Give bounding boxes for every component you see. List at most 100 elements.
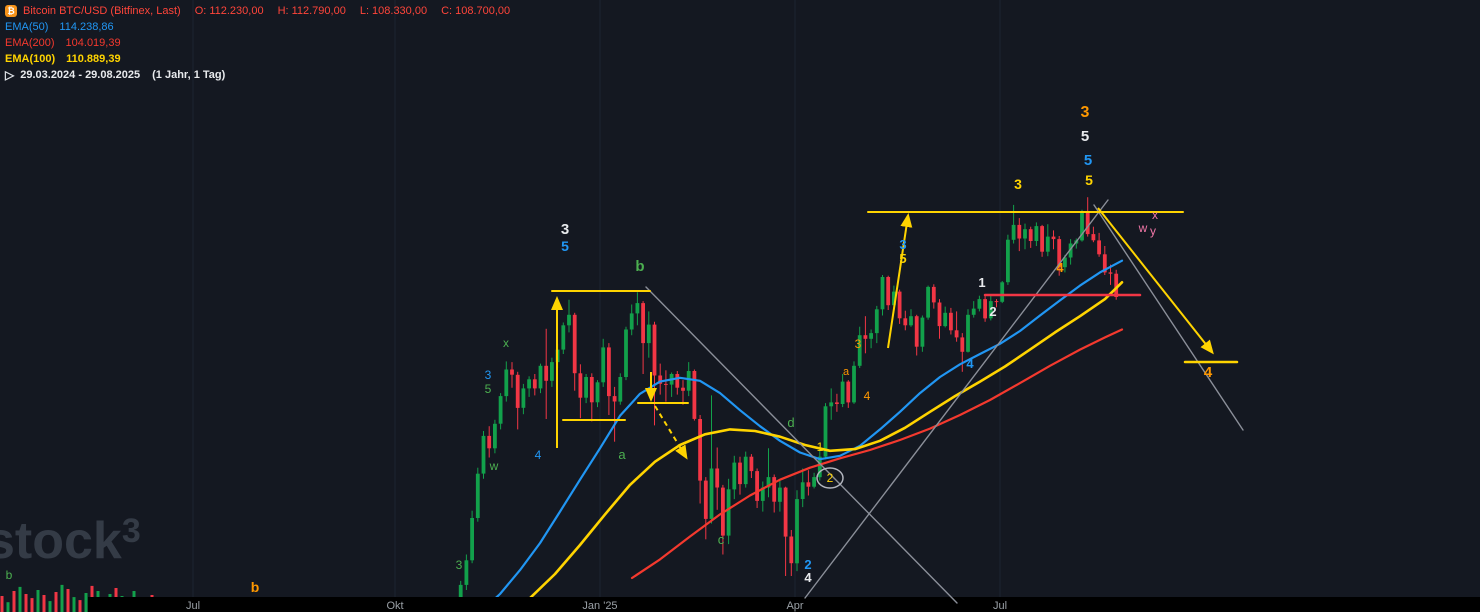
candle-body xyxy=(635,303,640,314)
x-axis-label[interactable]: Jul xyxy=(186,600,200,612)
wave-label[interactable]: 5 xyxy=(485,382,492,396)
candle-body xyxy=(607,347,611,397)
candle-body xyxy=(458,584,463,597)
candle-body xyxy=(538,365,543,389)
ema50-line[interactable] xyxy=(480,259,1124,612)
wave-label[interactable]: 4 xyxy=(966,356,974,371)
candle-body xyxy=(823,406,828,457)
time-axis[interactable] xyxy=(88,597,1480,612)
candle-body xyxy=(783,487,788,537)
x-axis-label[interactable]: Okt xyxy=(386,600,403,612)
candle-body xyxy=(892,291,896,306)
x-axis-label[interactable]: Jul xyxy=(993,600,1007,612)
indicator-legend-ema50[interactable]: EMA(50) 114.238,86 xyxy=(5,19,510,35)
symbol-row[interactable]: ₿ Bitcoin BTC/USD (Bitfinex, Last) O: 112… xyxy=(5,3,510,19)
arrow[interactable] xyxy=(887,213,913,349)
candle-body xyxy=(1017,224,1022,239)
wave-label[interactable]: 5 xyxy=(1085,172,1093,188)
ema200-line[interactable] xyxy=(630,328,1124,580)
candle-body xyxy=(966,314,970,352)
wave-label[interactable]: 4 xyxy=(1204,364,1213,381)
candle-body xyxy=(920,317,925,347)
candle-body xyxy=(624,329,628,377)
wave-label[interactable]: 3 xyxy=(899,237,906,252)
wave-label[interactable]: x xyxy=(1152,208,1158,222)
wave-label[interactable]: 5 xyxy=(1081,128,1089,145)
wave-label[interactable]: 3 xyxy=(485,368,492,382)
candle-body xyxy=(709,468,714,519)
candle-body xyxy=(715,468,720,488)
candle-body xyxy=(1023,229,1027,239)
candle-body xyxy=(886,277,891,306)
candle-body xyxy=(903,318,908,326)
wave-label[interactable]: 5 xyxy=(899,251,906,266)
candle-stub xyxy=(84,593,88,612)
wave-label[interactable]: w xyxy=(1138,221,1148,235)
date-range-row[interactable]: ▷︎​ 29.03.2024 - 29.08.2025 (1 Jahr, 1 T… xyxy=(5,67,510,83)
wave-label[interactable]: 2 xyxy=(989,304,996,319)
ellipse-annotation[interactable] xyxy=(816,467,844,489)
candle-body xyxy=(470,518,474,561)
wave-label[interactable]: w xyxy=(489,459,499,473)
wave-label[interactable]: 4 xyxy=(1056,260,1064,275)
candle-body xyxy=(698,419,702,481)
wave-label[interactable]: d xyxy=(787,415,794,430)
wave-label[interactable]: a xyxy=(618,447,626,462)
wave-label[interactable]: 2 xyxy=(827,471,834,485)
wave-label[interactable]: 3 xyxy=(561,221,569,238)
wave-label[interactable]: 2 xyxy=(804,557,811,572)
wave-label[interactable]: b xyxy=(635,258,644,275)
candle-body xyxy=(589,377,594,403)
candle-body xyxy=(829,402,834,407)
candle-body xyxy=(493,423,497,449)
indicator-legend-ema100[interactable]: EMA(100) 110.889,39 xyxy=(5,51,510,67)
ohlc-high: H: 112.790,00 xyxy=(277,5,346,17)
indicator-legend-ema200[interactable]: EMA(200) 104.019,39 xyxy=(5,35,510,51)
wave-label[interactable]: 1 xyxy=(817,440,824,454)
wave-label[interactable]: b xyxy=(251,579,260,595)
trendline[interactable] xyxy=(645,286,958,604)
wave-label[interactable]: 5 xyxy=(1084,152,1092,169)
candle-body xyxy=(738,462,742,485)
wave-label[interactable]: 4 xyxy=(804,570,812,585)
x-axis-label[interactable]: Apr xyxy=(786,600,803,612)
wave-label[interactable]: a xyxy=(843,366,850,378)
wave-label[interactable]: x xyxy=(503,336,509,350)
wave-label[interactable]: 5 xyxy=(561,238,569,254)
trendline[interactable] xyxy=(804,199,1109,599)
arrow[interactable] xyxy=(654,405,688,460)
candlestick-series xyxy=(458,197,1119,597)
wave-label[interactable]: 1 xyxy=(978,275,985,290)
wave-label[interactable]: b xyxy=(6,568,13,582)
wave-label[interactable]: 4 xyxy=(535,448,542,462)
candle-body xyxy=(840,381,845,404)
candle-body xyxy=(795,499,799,564)
candle-body xyxy=(646,324,651,344)
candle-body xyxy=(778,487,782,502)
ema100-line[interactable] xyxy=(505,281,1124,612)
candle-body xyxy=(880,277,885,310)
x-axis-label[interactable]: Jan '25 xyxy=(582,600,617,612)
wave-label[interactable]: 4 xyxy=(864,389,871,403)
candle-body xyxy=(675,374,680,388)
candle-stub xyxy=(6,602,10,612)
wave-label[interactable]: 3 xyxy=(456,558,463,572)
wave-label[interactable]: y xyxy=(1150,224,1156,238)
trendline[interactable] xyxy=(1093,204,1244,431)
arrow[interactable] xyxy=(1097,207,1214,355)
candle-body xyxy=(874,309,879,334)
candle-stub xyxy=(42,595,46,612)
candle-body xyxy=(800,482,805,499)
candle-body xyxy=(755,471,759,501)
wave-label[interactable]: 3 xyxy=(855,337,862,351)
candle-body xyxy=(789,536,794,564)
wave-label[interactable]: c xyxy=(718,532,725,547)
candle-body xyxy=(909,316,913,326)
wave-label[interactable]: 3 xyxy=(1014,176,1022,192)
candle-body xyxy=(1000,282,1005,302)
wave-label[interactable]: 3 xyxy=(1081,104,1090,121)
candle-body xyxy=(1063,257,1067,268)
